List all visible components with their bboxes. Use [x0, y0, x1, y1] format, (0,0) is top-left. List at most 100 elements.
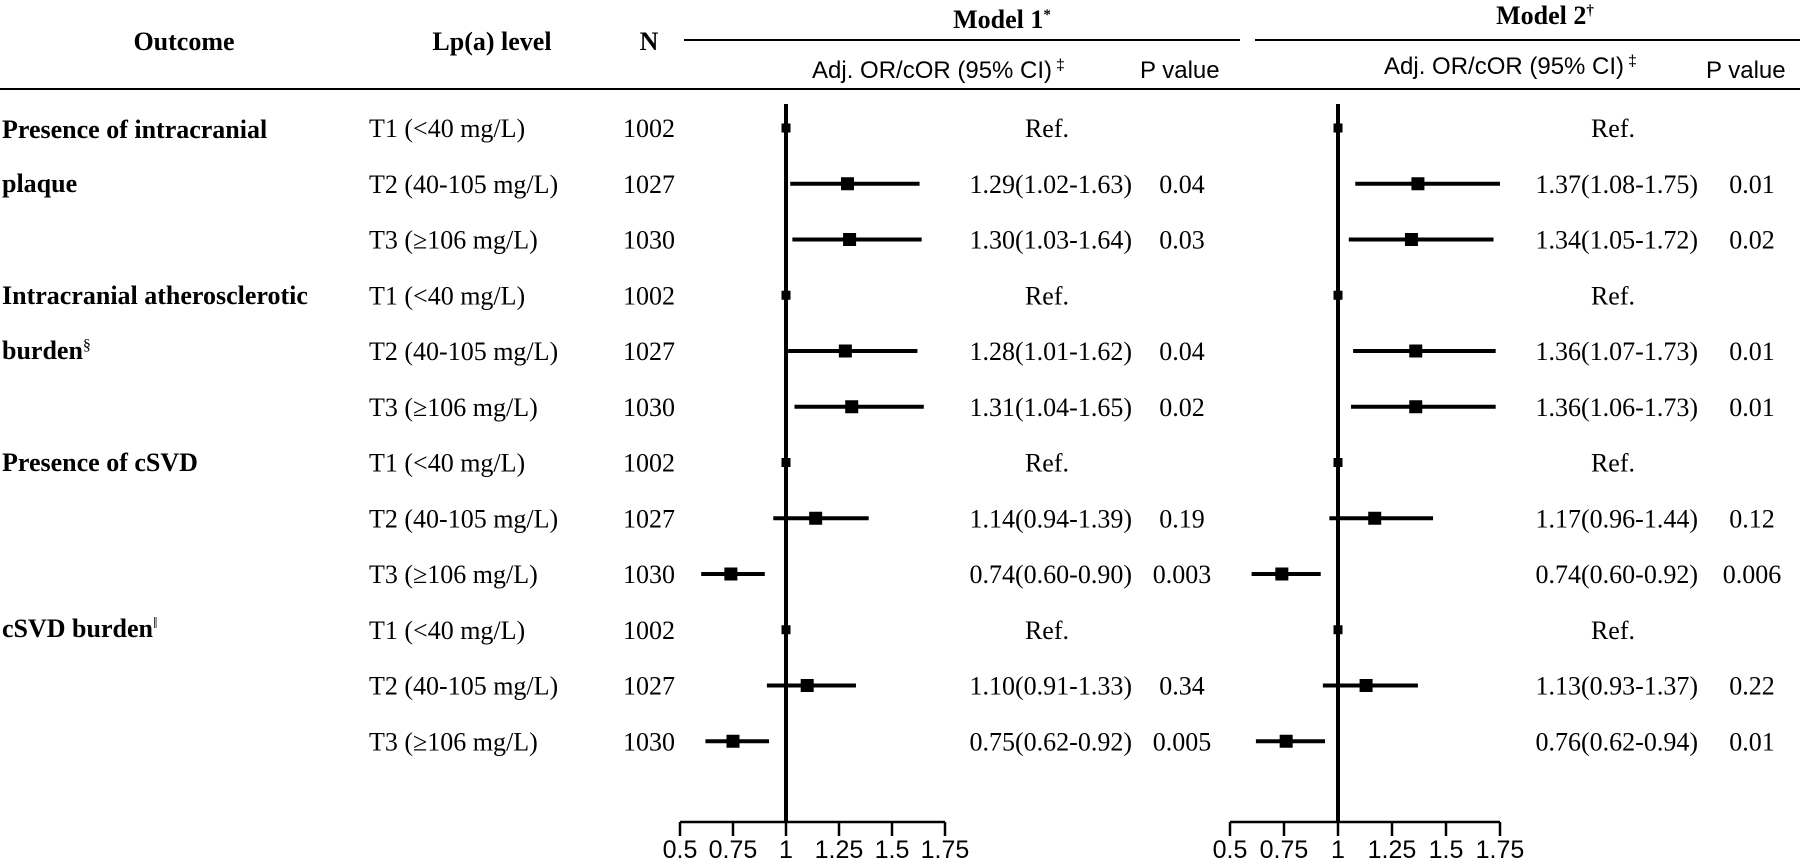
point-estimate-marker [726, 734, 740, 748]
estimate-ci-label: 1.31(1.04-1.65) [970, 393, 1132, 422]
n-cell: 1027 [623, 337, 675, 366]
estimate-ci-label: 1.13(0.93-1.37) [1536, 672, 1698, 701]
estimate-ci-label: 0.76(0.62-0.94) [1536, 727, 1698, 756]
model-2-title: Model 2† [1496, 1, 1594, 30]
n-cell: 1027 [623, 170, 675, 199]
estimate-ci-label: 1.17(0.96-1.44) [1536, 504, 1698, 533]
x-tick-label: 1.5 [875, 836, 910, 858]
n-cell: 1030 [623, 560, 675, 589]
header-lp-level: Lp(a) level [432, 27, 551, 56]
x-tick-label: 1.75 [921, 836, 970, 858]
point-estimate-marker [1404, 233, 1418, 246]
outcome-label: Presence of intracranial [2, 115, 267, 144]
model-2-pvalue-header: P value [1706, 57, 1786, 84]
lp-level-cell: T3 (≥106 mg/L) [369, 226, 538, 255]
outcome-label: plaque [2, 169, 77, 198]
model-2-panel: 0.5 0.75 1 1.25 1.5 1.75 Ref. 1.37(1.08-1.75) 0.… [1213, 104, 1782, 858]
n-cell: 1030 [623, 226, 675, 255]
p-value-label: 0.01 [1729, 393, 1775, 422]
point-estimate-marker [781, 290, 791, 300]
lp-level-cell: T2 (40-105 mg/L) [369, 170, 558, 199]
lp-level-cell: T2 (40-105 mg/L) [369, 504, 558, 533]
model-1-title: Model 1* [953, 5, 1051, 34]
outcome-label-text: cSVD burden [2, 614, 154, 643]
point-estimate-marker [1333, 290, 1343, 300]
outcome-label: cSVD burden‖ [2, 614, 157, 643]
p-value-label: 0.005 [1153, 727, 1212, 756]
estimate-ci-label: 0.75(0.62-0.92) [970, 727, 1132, 756]
p-value-label: 0.01 [1729, 337, 1775, 366]
lp-level-cell: T1 (<40 mg/L) [369, 616, 525, 645]
p-value-label: 0.01 [1729, 727, 1775, 756]
estimate-ci-label: Ref. [1025, 281, 1069, 310]
point-estimate-marker [1333, 123, 1343, 133]
p-value-label: 0.04 [1159, 170, 1205, 199]
n-cell: 1027 [623, 504, 675, 533]
model-1-estimate-header-text: Adj. OR/cOR (95% CI) [812, 57, 1052, 84]
point-estimate-marker [1359, 679, 1373, 692]
estimate-ci-label: 1.28(1.01-1.62) [970, 337, 1132, 366]
model-2-title-mark: † [1586, 3, 1594, 19]
point-estimate-marker [724, 567, 738, 581]
model-1-pvalue-header: P value [1140, 57, 1220, 84]
estimate-ci-label: 1.10(0.91-1.33) [970, 672, 1132, 701]
outcome-footnote-mark: § [83, 337, 91, 354]
point-estimate-marker [781, 625, 791, 635]
model-1-estimate-header-mark: ‡ [1056, 57, 1065, 74]
point-estimate-marker [781, 123, 791, 133]
estimate-ci-label: Ref. [1025, 449, 1069, 478]
point-estimate-marker [1409, 400, 1423, 414]
lp-level-cell: T2 (40-105 mg/L) [369, 337, 558, 366]
p-value-label: 0.19 [1159, 504, 1205, 533]
n-cell: 1030 [623, 393, 675, 422]
x-tick-label: 1 [779, 836, 793, 858]
point-estimate-marker [1411, 177, 1425, 191]
header-n: N [640, 27, 659, 56]
point-estimate-marker [845, 400, 859, 414]
point-estimate-marker [1333, 458, 1343, 467]
x-tick-label: 0.5 [1213, 836, 1248, 858]
n-cell: 1030 [623, 727, 675, 756]
model-1-panel: 0.5 0.75 1 1.25 1.5 1.75 Ref. 1.29(1.02-1.63) 0.… [663, 104, 1212, 858]
lp-level-cell: T3 (≥106 mg/L) [369, 393, 538, 422]
x-tick-label: 0.75 [709, 836, 758, 858]
lp-level-cell: T2 (40-105 mg/L) [369, 672, 558, 701]
estimate-ci-label: Ref. [1591, 616, 1635, 645]
outcome-label: Intracranial atherosclerotic [2, 281, 308, 310]
x-tick-label: 1 [1331, 836, 1345, 858]
lp-level-cell: T3 (≥106 mg/L) [369, 727, 538, 756]
point-estimate-marker [1333, 625, 1343, 635]
point-estimate-marker [809, 511, 823, 525]
point-estimate-marker [838, 344, 852, 358]
header-outcome: Outcome [133, 27, 234, 56]
point-estimate-marker [800, 679, 814, 692]
n-cell: 1002 [623, 281, 675, 310]
point-estimate-marker [1279, 734, 1293, 748]
p-value-label: 0.003 [1153, 560, 1212, 589]
n-cell: 1027 [623, 672, 675, 701]
estimate-ci-label: 0.74(0.60-0.92) [1536, 560, 1698, 589]
p-value-label: 0.34 [1159, 672, 1205, 701]
x-tick-label: 0.5 [663, 836, 698, 858]
x-tick-label: 1.25 [1368, 836, 1417, 858]
model-2-estimate-header-mark: ‡ [1628, 53, 1637, 70]
estimate-ci-label: 1.30(1.03-1.64) [970, 226, 1132, 255]
model-2-title-text: Model 2 [1496, 1, 1586, 30]
p-value-label: 0.006 [1723, 560, 1782, 589]
forest-panels: 0.5 0.75 1 1.25 1.5 1.75 Ref. 1.29(1.02-1.63) 0.… [663, 104, 1782, 858]
estimate-ci-label: 1.29(1.02-1.63) [970, 170, 1132, 199]
x-tick-label: 1.5 [1429, 836, 1464, 858]
p-value-label: 0.22 [1729, 672, 1775, 701]
p-value-label: 0.02 [1159, 393, 1205, 422]
point-estimate-marker [781, 458, 791, 467]
estimate-ci-label: Ref. [1025, 616, 1069, 645]
lp-level-cell: T3 (≥106 mg/L) [369, 560, 538, 589]
estimate-ci-label: 1.36(1.07-1.73) [1536, 337, 1698, 366]
point-estimate-marker [843, 233, 857, 246]
outcome-label: burden§ [2, 336, 91, 365]
estimate-ci-label: 1.34(1.05-1.72) [1536, 226, 1698, 255]
estimate-ci-label: 1.14(0.94-1.39) [970, 504, 1132, 533]
estimate-ci-label: Ref. [1591, 281, 1635, 310]
estimate-ci-label: 1.37(1.08-1.75) [1536, 170, 1698, 199]
p-value-label: 0.12 [1729, 504, 1775, 533]
